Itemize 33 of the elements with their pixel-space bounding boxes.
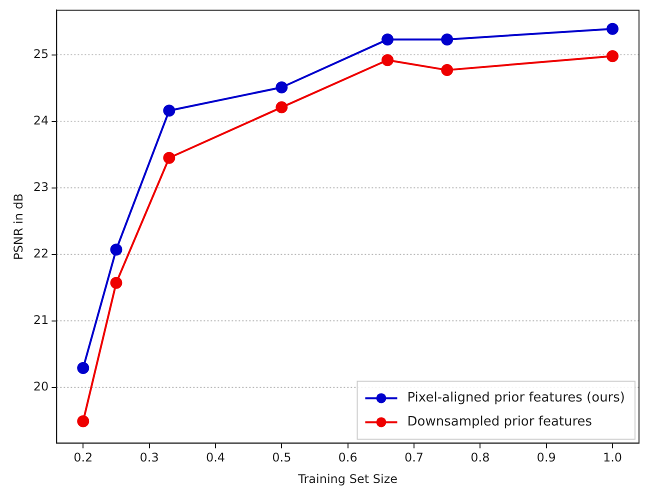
y-tick-label: 23 (33, 180, 49, 194)
x-tick-label: 0.5 (272, 450, 292, 465)
x-tick-label: 0.2 (74, 450, 93, 465)
legend-label: Pixel-aligned prior features (ours) (407, 390, 626, 406)
point (606, 50, 619, 62)
point (163, 104, 176, 117)
x-tick-label: 0.3 (140, 450, 159, 465)
y-tick-label: 25 (33, 46, 49, 61)
point (163, 152, 176, 164)
x-tick-label: 0.8 (470, 450, 490, 465)
y-tick-label: 22 (33, 246, 49, 260)
point (441, 33, 454, 46)
x-tick-label: 0.4 (206, 450, 226, 465)
point (382, 33, 394, 46)
x-tick-label: 0.6 (338, 450, 358, 465)
point (110, 276, 122, 289)
x-axis-title: Training Set Size (297, 472, 398, 486)
x-tick-label: 0.7 (404, 450, 424, 465)
point (110, 244, 122, 256)
point (77, 415, 90, 428)
point (276, 101, 288, 114)
point (382, 54, 394, 66)
legend-label: Downsampled prior features (407, 414, 592, 430)
x-tick-label: 0.9 (536, 450, 556, 465)
y-tick-label: 20 (33, 379, 49, 394)
point (441, 64, 454, 76)
point (606, 22, 619, 35)
point (77, 362, 90, 374)
y-axis-title: PSNR in dB (11, 193, 26, 260)
y-tick-label: 24 (33, 113, 49, 128)
y-tick-label: 21 (33, 312, 49, 327)
point (276, 81, 288, 94)
x-tick-label: 1.0 (602, 450, 622, 465)
